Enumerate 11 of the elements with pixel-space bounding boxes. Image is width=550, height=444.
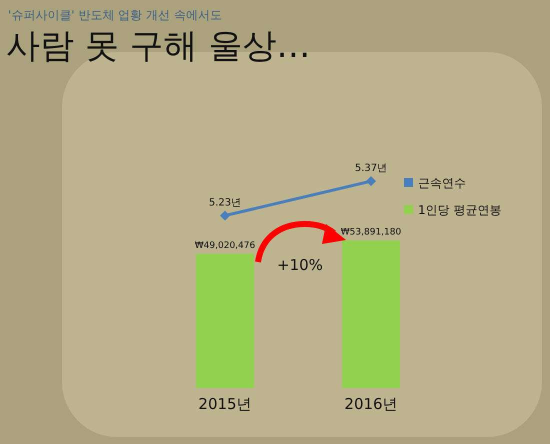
data-label: ₩49,020,476 [194, 240, 256, 251]
legend-label: 1인당 평균연봉 [418, 203, 502, 217]
chart-subtitle: '슈퍼사이클' 반도체 업황 개선 속에서도 [8, 8, 222, 22]
chart-title: 사람 못 구해 울상… [6, 26, 310, 66]
x-tick-label: 2015년 [198, 395, 252, 413]
data-label: ₩53,891,180 [340, 227, 402, 238]
legend-label: 근속연수 [418, 176, 466, 190]
annotation: +10% [277, 256, 323, 274]
x-tick-label: 2016년 [344, 395, 398, 413]
data-label: 5.23년 [208, 198, 242, 209]
data-label: 5.37년 [354, 163, 388, 174]
